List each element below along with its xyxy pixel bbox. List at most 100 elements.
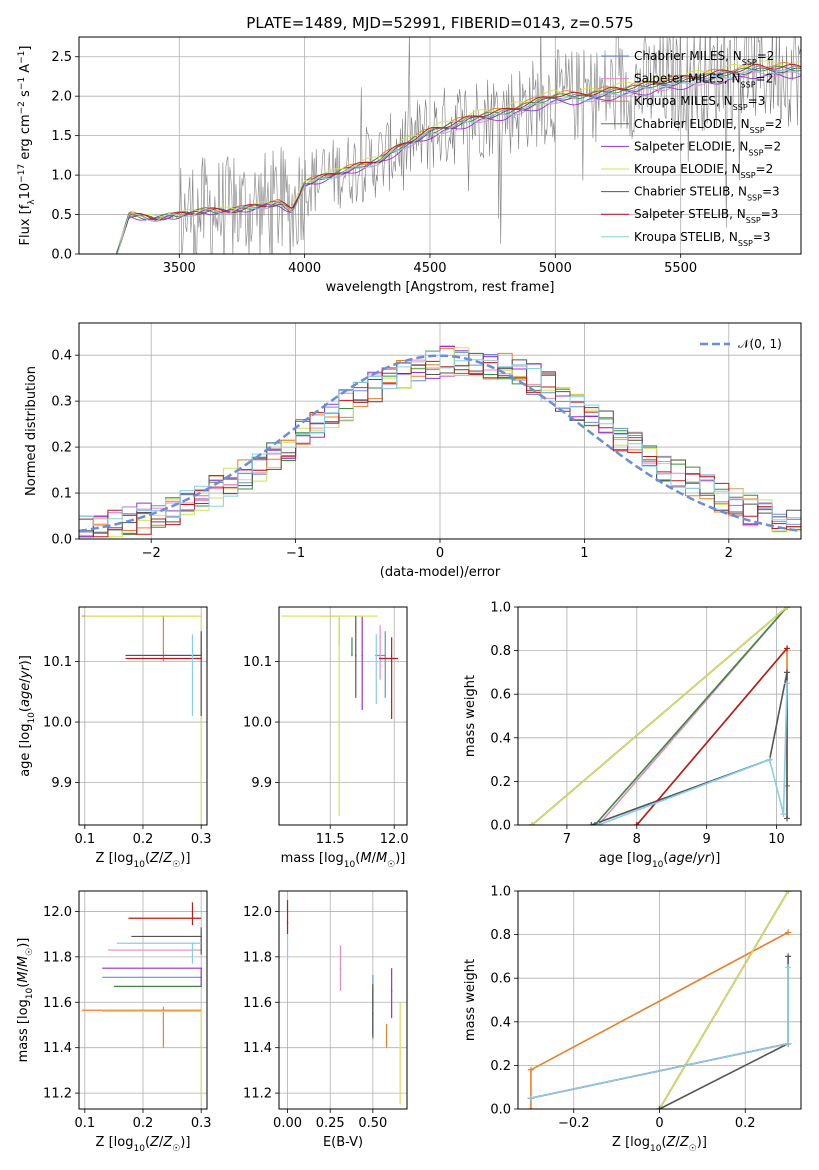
x-tick-label: 0.50 bbox=[358, 1116, 387, 1131]
y-tick-label: 11.8 bbox=[243, 950, 272, 965]
axes-frame bbox=[78, 606, 208, 826]
legend-entry: Chabrier STELIB, NSSP=3 bbox=[634, 185, 780, 203]
x-axis-label: Z [log10(Z/Z☉)] bbox=[96, 851, 191, 870]
y-axis-label: Normed distribution bbox=[24, 366, 39, 496]
y-tick-label: 9.9 bbox=[51, 776, 72, 791]
panel-mass_vs_Z: 0.1 0.2 0.3 11.2 11.4 11.6 11.8 12.0 Z [log10(Z/… bbox=[16, 890, 212, 1154]
x-tick-label: 0 bbox=[655, 1116, 663, 1131]
y-axis-label: Flux [fλ10−17 erg cm−2 s−1 A−1] bbox=[17, 46, 37, 246]
y-tick-label: 0.4 bbox=[51, 349, 72, 364]
mass-weight-line-6 bbox=[531, 607, 788, 825]
y-tick-label: 0.2 bbox=[51, 441, 72, 456]
mass-weight-marker bbox=[656, 1106, 663, 1109]
y-tick-label: 11.2 bbox=[243, 1087, 272, 1102]
data-point bbox=[390, 990, 393, 992]
y-tick-label: 11.4 bbox=[43, 1041, 72, 1056]
mass-weight-marker bbox=[527, 1095, 534, 1102]
y-tick-label: 0.4 bbox=[490, 1015, 511, 1030]
plot-area-mass_vs_Z bbox=[81, 902, 202, 1098]
plot-area-mass_vs_EBV bbox=[286, 900, 401, 1105]
y-tick-label: 10.1 bbox=[243, 655, 272, 670]
data-point bbox=[200, 654, 202, 657]
figure-title: PLATE=1489, MJD=52991, FIBERID=0143, z=0… bbox=[246, 14, 633, 32]
y-tick-label: 11.8 bbox=[43, 950, 72, 965]
y-tick-label: 0.8 bbox=[490, 644, 511, 659]
panel-mass_weight_vs_Z: −0.2 0 0.2 0.0 0.2 0.4 0.6 0.8 1.0 Z [log10(Z/Z☉)… bbox=[463, 885, 802, 1154]
x-tick-label: 0.2 bbox=[735, 1116, 756, 1131]
x-tick-label: −0.2 bbox=[558, 1116, 590, 1131]
data-point bbox=[339, 967, 342, 970]
x-tick-label: 5000 bbox=[539, 261, 572, 276]
axes-frame bbox=[517, 890, 802, 1110]
data-point bbox=[372, 1012, 374, 1015]
y-tick-label: 11.2 bbox=[43, 1087, 72, 1102]
mass-weight-marker bbox=[785, 953, 792, 960]
mass-weight-marker bbox=[785, 891, 792, 894]
y-tick-label: 0.5 bbox=[51, 208, 72, 223]
plot-area-mass_weight_vs_Z bbox=[527, 891, 792, 1109]
x-tick-label: 7 bbox=[563, 832, 571, 847]
mass-weight-marker bbox=[784, 645, 791, 652]
axes-frame bbox=[517, 606, 802, 826]
legend-entry: Kroupa STELIB, NSSP=3 bbox=[634, 230, 771, 248]
x-tick-label: 4000 bbox=[288, 261, 321, 276]
data-point bbox=[361, 654, 364, 657]
y-tick-label: 0.2 bbox=[490, 1059, 511, 1074]
legend-entry: Kroupa ELODIE, NSSP=2 bbox=[634, 162, 773, 180]
x-tick-label: 4500 bbox=[413, 261, 446, 276]
spectrum-model-line-5 bbox=[116, 73, 801, 253]
plot-area-age_vs_mass bbox=[281, 615, 399, 816]
y-axis-label: mass [log10(M/M☉)] bbox=[16, 938, 35, 1063]
x-axis-label: (data-model)/error bbox=[380, 565, 501, 580]
y-tick-label: 0.3 bbox=[51, 395, 72, 410]
y-tick-label: 12.0 bbox=[43, 905, 72, 920]
axes-frame bbox=[78, 36, 802, 255]
mass-weight-marker bbox=[527, 1066, 534, 1073]
y-tick-label: 0.2 bbox=[490, 775, 511, 790]
legend-entry: 𝒩(0, 1) bbox=[738, 337, 782, 351]
x-tick-label: 8 bbox=[633, 832, 641, 847]
legend-entry: Salpeter ELODIE, NSSP=2 bbox=[634, 139, 781, 157]
mass-weight-marker bbox=[528, 822, 535, 825]
x-tick-label: 0 bbox=[436, 546, 444, 561]
panel-age_vs_Z: 0.1 0.2 0.3 9.9 10.0 10.1 Z [log10(Z/Z☉)] age [… bbox=[18, 606, 212, 870]
y-tick-label: 0.1 bbox=[51, 487, 72, 502]
data-point bbox=[355, 654, 357, 657]
mass-weight-line-4 bbox=[594, 607, 788, 825]
x-tick-label: 0.00 bbox=[273, 1116, 302, 1131]
x-tick-label: 0.1 bbox=[74, 832, 95, 847]
axes-frame bbox=[78, 322, 802, 540]
data-point bbox=[375, 654, 378, 657]
residual-legend: 𝒩(0, 1) bbox=[700, 337, 782, 351]
panel-residuals: −2 −1 0 1 2 0.0 0.1 0.2 0.3 0.4 (data-model)/error… bbox=[24, 322, 802, 580]
data-point bbox=[162, 1009, 165, 1012]
spectrum-model-line-9 bbox=[116, 69, 801, 254]
x-axis-label: age [log10(age/yr)] bbox=[599, 851, 721, 870]
y-tick-label: 1.0 bbox=[51, 169, 72, 184]
x-tick-label: 3500 bbox=[163, 261, 196, 276]
y-tick-label: 0.0 bbox=[490, 1103, 511, 1118]
axis-labels-mass_vs_Z: Z [log10(Z/Z☉)] mass [log10(M/M☉)] bbox=[16, 938, 190, 1154]
data-point bbox=[200, 935, 202, 938]
plot-area-residuals bbox=[79, 345, 801, 538]
mass-weight-marker bbox=[785, 1040, 792, 1047]
mass-weight-line-8 bbox=[636, 647, 788, 825]
normal-reference-curve bbox=[79, 354, 801, 533]
mass-weight-line-6 bbox=[658, 891, 789, 1109]
x-tick-label: −2 bbox=[142, 546, 161, 561]
y-tick-label: 0.0 bbox=[51, 533, 72, 548]
y-tick-label: 1.0 bbox=[490, 885, 511, 900]
mass-weight-marker bbox=[766, 756, 773, 763]
x-tick-label: −1 bbox=[286, 546, 305, 561]
panel-age_vs_mass: 11.5 12.0 9.9 10.0 10.1 mass [log10(M/M☉)] bbox=[243, 606, 409, 870]
data-point bbox=[286, 921, 289, 924]
y-tick-label: 0.0 bbox=[490, 819, 511, 834]
legend-entry: Chabrier MILES, NSSP=2 bbox=[634, 49, 774, 67]
x-axis-label: mass [log10(M/M☉)] bbox=[281, 851, 406, 870]
x-axis-label: wavelength [Angstrom, rest frame] bbox=[326, 280, 555, 295]
mass-weight-marker bbox=[595, 822, 602, 825]
x-tick-label: 5500 bbox=[664, 261, 697, 276]
mass-weight-marker bbox=[633, 822, 640, 825]
